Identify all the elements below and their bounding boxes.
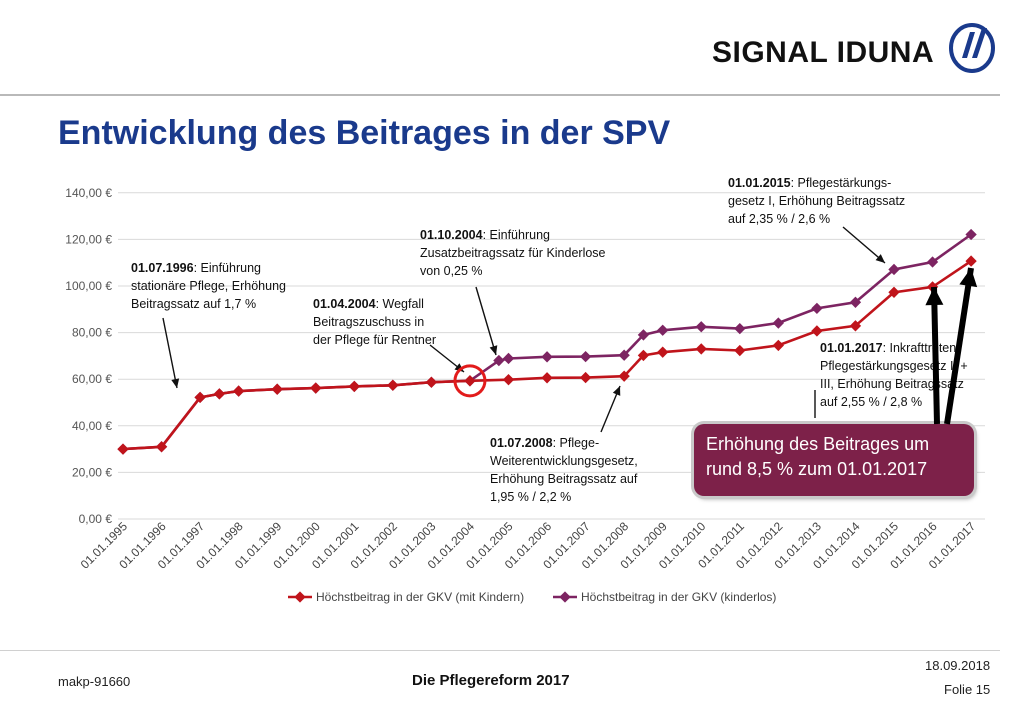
data-point — [637, 329, 650, 341]
data-point — [734, 344, 746, 357]
data-point — [464, 375, 476, 387]
annotation-2004-04: 01.04.2004: Wegfall Beitragszuschuss in … — [313, 297, 436, 347]
signal-iduna-logo-icon — [949, 23, 995, 73]
footer-id: makp-91660 — [58, 674, 131, 689]
data-point — [387, 379, 399, 391]
y-tick-label: 60,00 € — [72, 372, 112, 386]
y-tick-label: 100,00 € — [65, 279, 112, 293]
data-point — [618, 349, 630, 361]
header-divider — [0, 94, 1000, 96]
data-point — [348, 380, 360, 393]
data-point — [888, 286, 900, 298]
data-point — [811, 302, 823, 315]
data-point — [888, 263, 900, 276]
callout-line-1: Erhöhung des Beitrages um — [706, 434, 930, 454]
data-point — [695, 343, 707, 355]
arrow-2008-head — [612, 386, 621, 396]
y-tick-label: 0,00 € — [79, 512, 113, 526]
legend-label: Höchstbeitrag in der GKV (kinderlos) — [581, 590, 776, 604]
y-tick-label: 140,00 € — [65, 186, 112, 200]
highlight-circle — [453, 364, 487, 398]
annotation-arrows — [162, 226, 886, 433]
footer-page-number: Folie 15 — [944, 682, 991, 697]
data-point — [117, 443, 129, 455]
data-point — [772, 317, 785, 329]
data-point — [618, 370, 630, 382]
chart-series — [117, 228, 977, 455]
data-point — [310, 382, 322, 394]
data-point — [425, 376, 438, 388]
legend-swatch-marker — [559, 591, 571, 603]
annotation-1996: 01.07.1996: Einführung stationäre Pflege… — [131, 261, 286, 311]
arrow-2015 — [842, 226, 886, 264]
y-tick-labels: 0,00 € 20,00 € 40,00 € 60,00 € 80,00 € 100,00… — [65, 186, 112, 526]
data-point — [849, 296, 862, 308]
data-point — [579, 371, 592, 384]
data-point — [849, 320, 862, 332]
annotation-2017: 01.01.2017: Inkrafttreten Pflegestärkung… — [820, 341, 968, 409]
data-point — [493, 354, 505, 367]
logo-text: SIGNAL IDUNA — [712, 36, 935, 69]
x-tick-labels: 01.01.199501.01.199601.01.199701.01.1998… — [78, 519, 979, 572]
data-point — [965, 255, 977, 267]
slide-title: Entwicklung des Beitrages in der SPV — [58, 114, 671, 152]
data-point — [965, 228, 977, 241]
legend-swatch-marker — [294, 591, 306, 603]
y-tick-label: 120,00 € — [65, 232, 112, 246]
annotation-2015: 01.01.2015: Pflegestärkungs- gesetz I, E… — [728, 176, 906, 226]
arrow-1996 — [162, 317, 178, 389]
callout-line-2: rund 8,5 % zum 01.01.2017 — [706, 459, 928, 479]
data-point — [926, 256, 939, 268]
data-point — [271, 383, 283, 395]
data-point — [734, 322, 746, 335]
data-point — [541, 372, 553, 384]
annotation-2008: 01.07.2008: Pflege- Weiterentwicklungsge… — [490, 436, 638, 504]
data-point — [579, 350, 592, 363]
data-point — [637, 349, 650, 362]
data-point — [213, 388, 226, 400]
arrow-2015-head — [875, 254, 885, 263]
chart-legend: Höchstbeitrag in der GKV (mit Kindern) Hö… — [288, 590, 776, 604]
data-point — [232, 385, 245, 397]
footer-title: Die Pflegereform 2017 — [412, 672, 570, 689]
arrow-2004-10-head — [489, 345, 498, 355]
y-tick-label: 20,00 € — [72, 465, 112, 479]
footer-date: 18.09.2018 — [925, 658, 991, 673]
annotation-2004-10: 01.10.2004: Einführung Zusatzbeitragssat… — [420, 228, 606, 278]
contribution-line-chart: 0,00 € 20,00 € 40,00 € 60,00 € 80,00 € 100,00… — [65, 186, 985, 604]
data-point — [657, 346, 669, 358]
data-point — [155, 441, 168, 453]
increase-callout: Erhöhung des Beitrages um rund 8,5 % zum… — [694, 424, 974, 496]
data-point — [502, 352, 515, 365]
arrow-1996-head — [171, 378, 180, 388]
arrow-2004-10 — [475, 286, 497, 356]
y-tick-label: 80,00 € — [72, 326, 112, 340]
data-point — [811, 325, 823, 337]
data-point — [695, 321, 707, 333]
footer-divider — [0, 650, 1000, 651]
highlight-layer — [453, 364, 487, 398]
data-point — [502, 374, 515, 386]
legend-label: Höchstbeitrag in der GKV (mit Kindern) — [316, 590, 524, 604]
data-point — [772, 339, 785, 352]
y-tick-label: 40,00 € — [72, 419, 112, 433]
data-point — [194, 391, 206, 404]
data-point — [541, 351, 553, 363]
data-point — [657, 324, 669, 336]
